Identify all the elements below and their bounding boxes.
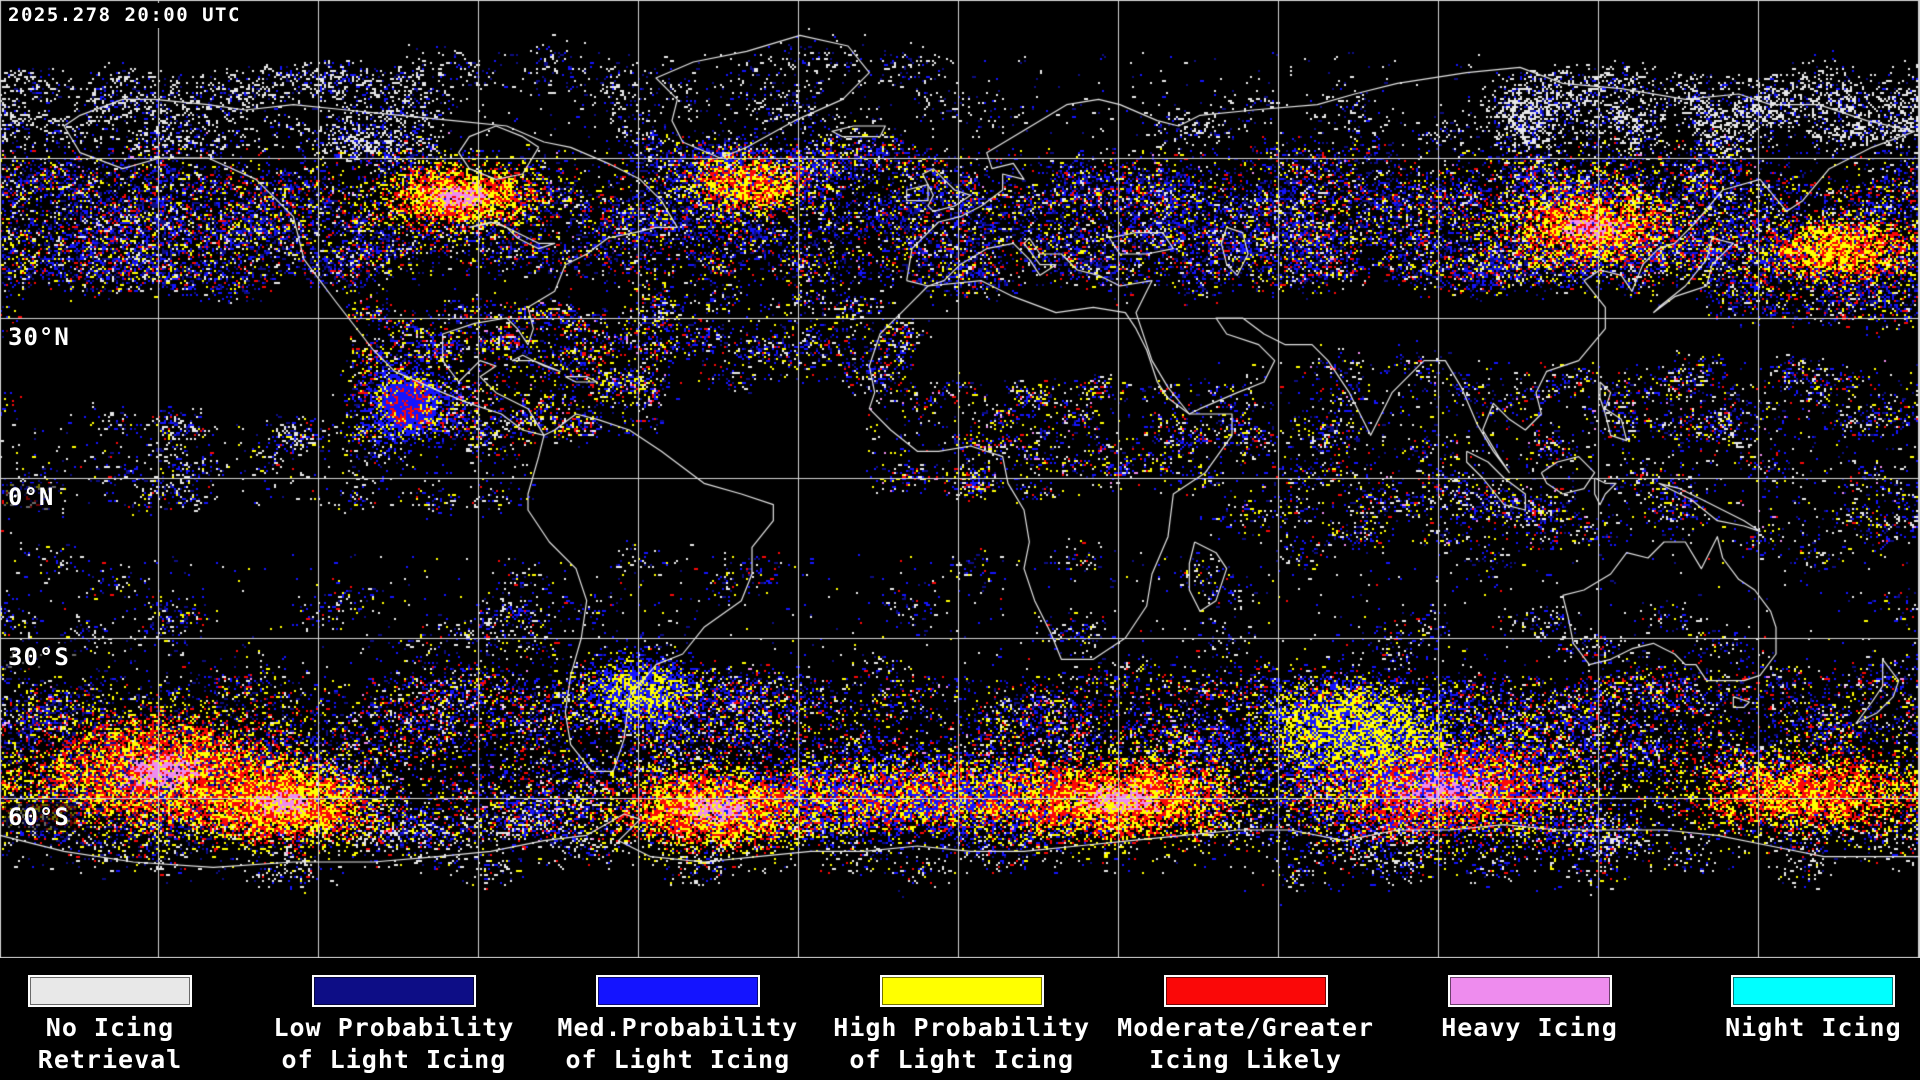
legend-swatch-night-icing <box>1731 975 1896 1007</box>
legend-item-low-probability: Low Probability of Light Icing <box>224 975 564 1076</box>
legend-item-heavy-icing: Heavy Icing <box>1360 975 1700 1044</box>
lat-label-30: 30°N <box>4 323 76 351</box>
legend-label-line2: Retrieval <box>37 1045 183 1074</box>
legend-item-no-icing-retrieval: No Icing Retrieval <box>0 975 280 1076</box>
legend-label-line2: of Light Icing <box>849 1045 1075 1074</box>
lat-label--60: 60°S <box>4 803 76 831</box>
legend-swatch-heavy-icing <box>1447 975 1612 1007</box>
legend-swatch-high-probability <box>879 975 1044 1007</box>
legend-label-line1: Moderate/Greater <box>1117 1013 1374 1042</box>
legend-item-high-probability: High Probability of Light Icing <box>792 975 1132 1076</box>
legend-label-line1: Med.Probability <box>557 1013 799 1042</box>
legend-label-line1: High Probability <box>833 1013 1091 1042</box>
legend-label-line1: Low Probability <box>273 1013 515 1042</box>
legend-label-line2: of Light Icing <box>281 1045 507 1074</box>
legend-item-night-icing: Night Icing <box>1643 975 1920 1044</box>
legend-swatch-low-probability <box>311 975 476 1007</box>
legend-label-line1: Night Icing <box>1725 1013 1902 1042</box>
legend: No Icing Retrieval Low Probability of Light… <box>0 958 1920 1080</box>
legend-label-line2: of Light Icing <box>565 1045 791 1074</box>
legend-label-line1: No Icing <box>45 1013 175 1042</box>
legend-swatch-moderate-greater <box>1163 975 1328 1007</box>
legend-swatch-med-probability <box>595 975 760 1007</box>
legend-label-line1: Heavy Icing <box>1441 1013 1618 1042</box>
timestamp-label: 2025.278 20:00 UTC <box>4 3 249 28</box>
legend-item-med-probability: Med.Probability of Light Icing <box>508 975 848 1076</box>
lat-label-0: 0°N <box>4 483 61 511</box>
world-icing-map <box>0 0 1920 958</box>
lat-label--30: 30°S <box>4 643 76 671</box>
legend-label-line2: Icing Likely <box>1149 1045 1342 1074</box>
legend-item-moderate-greater: Moderate/Greater Icing Likely <box>1076 975 1416 1076</box>
legend-swatch-no-icing-retrieval <box>28 975 192 1007</box>
